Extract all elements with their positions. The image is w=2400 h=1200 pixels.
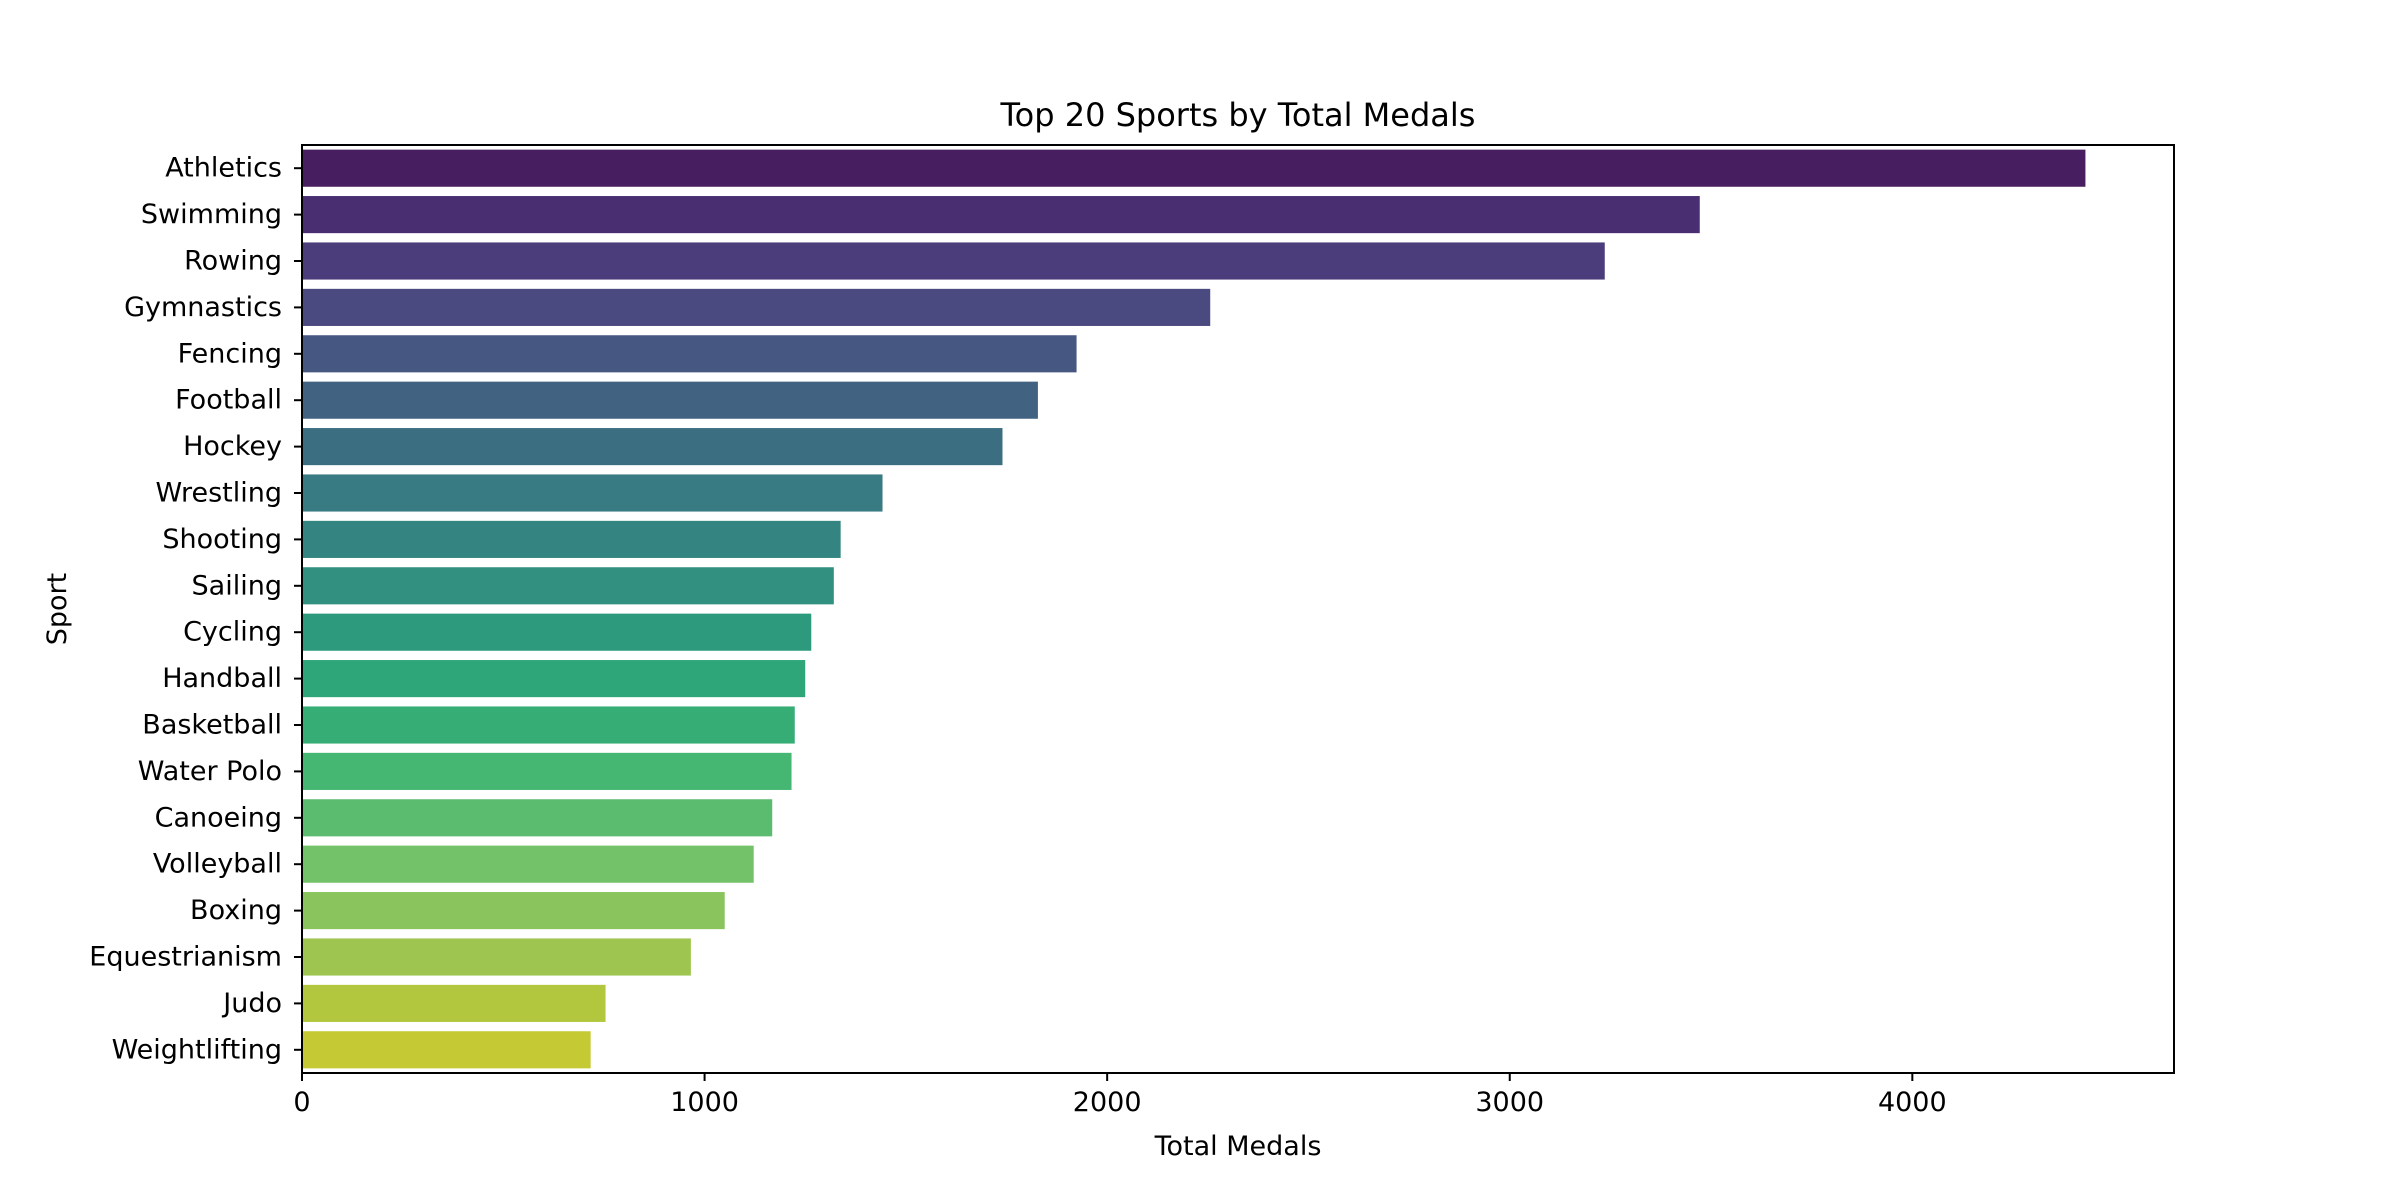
bar-equestrianism: [302, 938, 691, 976]
y-tick-label: Hockey: [183, 431, 282, 462]
y-tick-label: Athletics: [165, 153, 282, 184]
y-axis-label: Sport: [42, 573, 73, 645]
y-tick-label: Shooting: [162, 524, 282, 555]
x-tick-label: 0: [293, 1087, 310, 1118]
y-tick-label: Volleyball: [153, 849, 282, 880]
y-tick-label: Basketball: [142, 710, 282, 741]
bar-boxing: [302, 892, 725, 930]
bar-basketball: [302, 706, 795, 744]
y-tick-label: Rowing: [184, 246, 282, 277]
bar-canoeing: [302, 799, 773, 837]
y-tick-label: Cycling: [183, 617, 282, 648]
y-tick-label: Wrestling: [155, 478, 282, 509]
bar-football: [302, 381, 1038, 419]
y-tick-label: Judo: [221, 988, 282, 1019]
y-tick-label: Fencing: [178, 338, 282, 369]
bar-fencing: [302, 335, 1077, 373]
x-axis-label: Total Medals: [1154, 1131, 1322, 1162]
bars-group: [302, 149, 2086, 1069]
y-tick-label: Swimming: [141, 199, 282, 230]
bar-volleyball: [302, 845, 754, 883]
bar-water-polo: [302, 752, 792, 790]
chart-title: Top 20 Sports by Total Medals: [1000, 96, 1476, 134]
bar-handball: [302, 660, 806, 698]
bar-hockey: [302, 428, 1003, 466]
y-tick-label: Water Polo: [138, 756, 282, 787]
bar-weightlifting: [302, 1031, 591, 1069]
bar-swimming: [302, 196, 1700, 234]
plot-frame: [301, 144, 2175, 1074]
bar-rowing: [302, 242, 1605, 280]
y-tick-label: Gymnastics: [124, 292, 282, 323]
y-axis-ticks: Athletics Swimming Rowing Gymnastics Fencing…: [89, 153, 302, 1065]
x-axis-ticks: 0 1000 2000 3000 4000: [293, 1073, 1947, 1118]
x-tick-label: 1000: [670, 1087, 739, 1118]
y-tick-label: Equestrianism: [89, 942, 282, 973]
y-tick-label: Boxing: [190, 895, 282, 926]
y-tick-label: Football: [175, 385, 282, 416]
y-tick-label: Canoeing: [155, 802, 282, 833]
x-tick-label: 2000: [1073, 1087, 1142, 1118]
y-tick-label: Weightlifting: [112, 1034, 282, 1065]
x-tick-label: 3000: [1475, 1087, 1544, 1118]
bar-wrestling: [302, 474, 883, 512]
bar-sailing: [302, 567, 834, 605]
bar-athletics: [302, 149, 2086, 187]
y-tick-label: Handball: [162, 663, 282, 694]
bar-judo: [302, 984, 606, 1022]
bar-shooting: [302, 520, 841, 558]
x-tick-label: 4000: [1878, 1087, 1947, 1118]
bar-gymnastics: [302, 288, 1211, 326]
y-tick-label: Sailing: [192, 570, 282, 601]
bar-cycling: [302, 613, 812, 651]
